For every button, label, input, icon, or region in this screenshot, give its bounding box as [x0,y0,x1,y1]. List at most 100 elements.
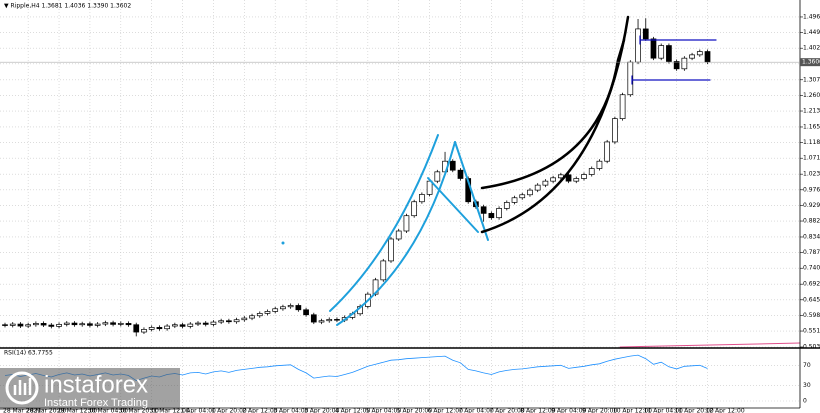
candle-body [542,180,549,186]
rsi-tick-label: 30 [803,382,811,389]
candle-body [71,322,78,326]
blue-curve [329,134,439,312]
candle-body [280,306,286,310]
candle-body [604,141,611,162]
candle-body [388,238,394,262]
x-tick-label: 9 Apr 04:00 [551,408,586,413]
candle-body [310,314,317,323]
candle-body [496,208,502,219]
candle-body [110,322,116,325]
candle-body [179,324,186,327]
candle-body [395,230,402,240]
x-tick-label: 1 Apr 04:00 [181,408,216,413]
current-price-box [800,58,820,67]
x-tick-label: 30 Mar 04:00 [88,408,128,413]
chart-title: ▼ Ripple,H4 1.3681 1.4036 1.3390 1.3602 [4,3,131,10]
candle-body [156,327,163,330]
blue-line [427,177,479,233]
candle-body [573,178,580,182]
candle-body [635,28,641,63]
range-lines [631,35,717,85]
candle-body [9,323,16,326]
y-tick-label: 1.3070 [803,76,820,83]
candle-body [689,54,695,59]
candle-body [596,160,603,169]
x-tick-label: 29 Mar 12:00 [57,408,97,413]
candle-body [164,325,170,330]
y-tick-label: 0.5030 [803,344,820,351]
watermark: instaforex Instant Forex Trading [0,368,180,410]
candle-body [2,324,8,326]
rsi-tick-label: 0 [803,398,807,405]
candle-body [588,168,595,175]
candle-body [87,323,93,326]
candle-body [681,57,688,70]
y-tick-label: 1.2130 [803,108,820,115]
candle-body [33,323,39,326]
candle-body [527,189,533,196]
candle-body [226,320,232,323]
candle-body [380,260,387,281]
candle-body [326,319,333,322]
watermark-tagline: Instant Forex Trading [44,397,148,409]
annotations [281,15,801,348]
candle-body [25,324,32,327]
x-tick-label: 7 Apr 04:00 [458,408,493,413]
candle-body [581,174,587,179]
x-tick-label: 7 Apr 20:00 [489,408,524,413]
x-tick-label: 3 Apr 20:00 [304,408,339,413]
candle-body [94,323,101,326]
black-curve [480,38,626,190]
x-tick-label: 30 Mar 20:00 [119,408,159,413]
candle-body [673,61,680,70]
candle-body [666,45,672,62]
candle-body [218,320,225,323]
candle-body [249,315,255,319]
x-tick-label: 28 Mar 2021 [3,408,41,413]
candle-body [318,320,325,323]
current-price-label: 1.3600 [802,59,820,66]
x-tick-label: 5 Apr 20:00 [397,408,432,413]
candle-body [210,321,217,325]
y-tick-label: 1.4490 [803,29,820,36]
logo-bars [13,378,32,395]
candle-body [187,323,194,327]
x-tick-label: 1 Apr 20:00 [211,408,246,413]
candle-body [117,323,124,325]
x-tick-label: 11 Apr 20:00 [675,408,714,413]
x-tick-label: 8 Apr 12:00 [520,408,555,413]
candle-body [202,322,209,325]
candle-body [287,305,294,308]
watermark-brand: instaforex [44,371,148,398]
candle-body [503,202,510,209]
y-tick-label: 1.2600 [803,92,820,99]
candle-body [303,309,309,316]
y-tick-label: 1.0710 [803,155,820,162]
blue-curve [336,141,456,326]
x-tick-label: 31 Mar 12:00 [150,408,190,413]
candle-body [102,322,109,325]
candle-body [171,324,178,327]
pink-line [619,342,801,348]
candle-body [264,311,271,314]
candle-body [488,213,495,219]
candle-body [56,324,62,327]
y-tick-label: 1.1180 [803,139,820,146]
x-tick-label: 5 Apr 04:00 [366,408,401,413]
candle-body [334,319,340,321]
candle-body [233,319,240,323]
candle-body [565,174,572,182]
candle-body [195,322,201,325]
candle-body [17,323,24,327]
candle-body [133,324,140,333]
candle-body [125,323,132,326]
blue-line [454,141,489,241]
candle-body [619,94,626,120]
